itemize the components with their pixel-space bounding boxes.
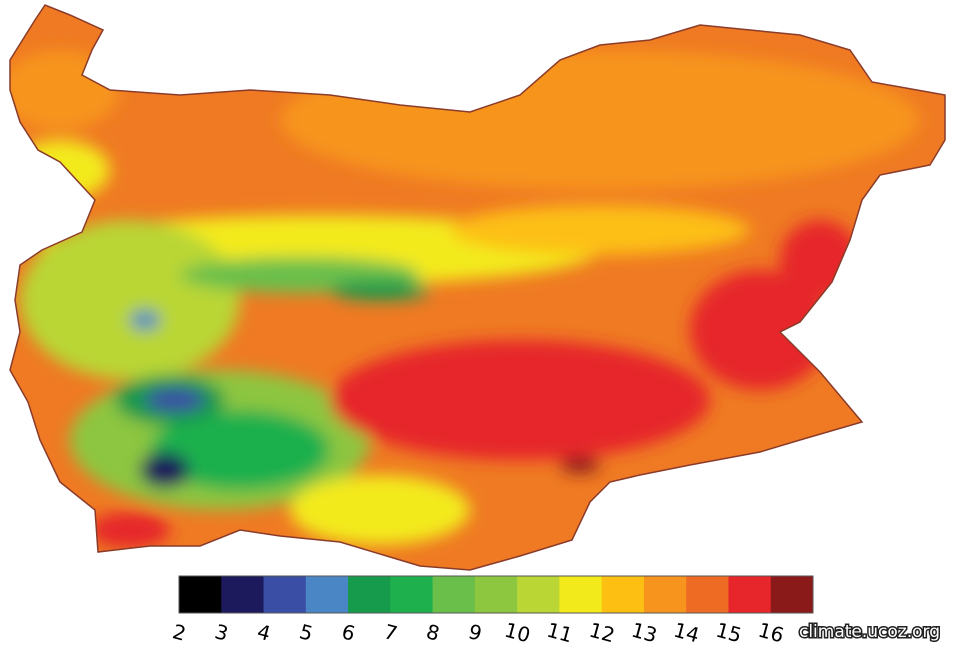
legend-swatch [263,576,307,613]
legend-swatch [221,576,265,613]
legend-swatch [770,576,814,613]
legend-swatch [601,576,645,613]
legend-label: 4 [255,619,274,645]
legend-label: 8 [424,619,443,645]
legend-label: 9 [466,619,485,645]
watermark: climate.ucoz.org [799,622,940,642]
legend-swatch [517,576,560,613]
legend-swatch [559,576,603,613]
legend-label: 14 [671,618,702,648]
legend-label: 6 [339,619,358,645]
legend-label: 7 [381,619,400,645]
legend-swatch [474,576,518,613]
legend-label: 11 [544,618,575,648]
legend-label: 3 [212,619,231,645]
legend-label: 13 [629,618,660,648]
legend-swatch [179,576,222,613]
legend-swatch [686,576,729,613]
legend-label: 16 [756,618,787,648]
legend-swatch [305,576,349,613]
legend-label: 15 [713,618,744,648]
legend-swatch [432,576,476,613]
legend-label: 10 [502,618,533,648]
legend-swatch [348,576,391,613]
legend-label: 5 [297,619,316,645]
legend-swatch [390,576,434,613]
legend-swatch [728,576,772,613]
legend-label: 2 [170,619,189,645]
legend-swatch [643,576,687,613]
legend-label: 12 [587,618,618,648]
legend-frame [178,575,814,614]
